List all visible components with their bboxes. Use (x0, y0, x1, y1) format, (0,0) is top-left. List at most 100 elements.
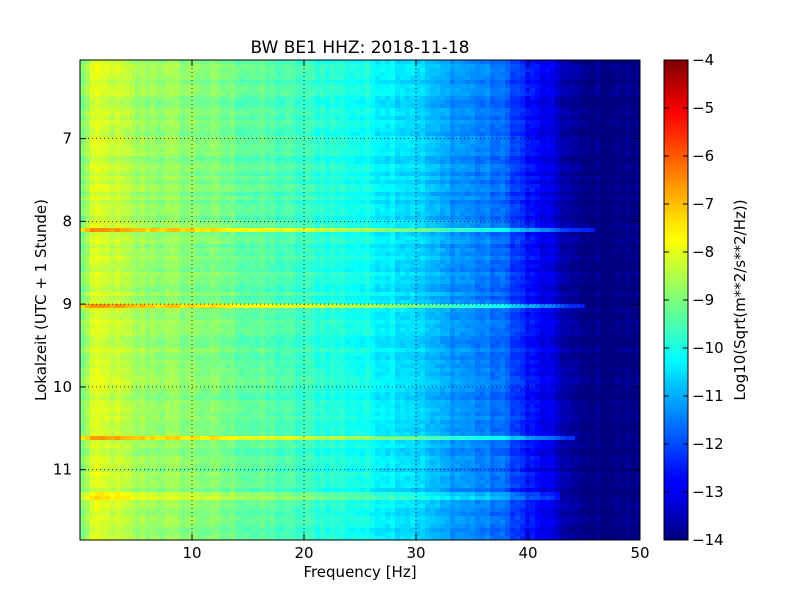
heatmap-cell (205, 200, 211, 205)
heatmap-cell (270, 60, 276, 65)
heatmap-cell (175, 204, 181, 209)
heatmap-cell (615, 104, 621, 109)
heatmap-cell (290, 200, 296, 205)
heatmap-cell (580, 216, 586, 221)
heatmap-cell (200, 216, 206, 221)
heatmap-cell (275, 144, 281, 149)
heatmap-cell (325, 168, 331, 173)
heatmap-cell (465, 212, 471, 217)
heatmap-cell (430, 216, 436, 221)
heatmap-cell (220, 208, 226, 213)
heatmap-cell (595, 228, 601, 233)
heatmap-cell (420, 80, 426, 85)
heatmap-cell (100, 96, 106, 101)
heatmap-cell (330, 212, 336, 217)
heatmap-cell (205, 88, 211, 93)
heatmap-cell (570, 124, 576, 129)
heatmap-cell (265, 224, 271, 229)
heatmap-cell (220, 72, 226, 77)
heatmap-cell (445, 88, 451, 93)
heatmap-cell (465, 144, 471, 149)
heatmap-cell (410, 188, 416, 193)
heatmap-cell (470, 124, 476, 129)
heatmap-cell (365, 144, 371, 149)
heatmap-cell (560, 160, 566, 165)
heatmap-cell (540, 140, 546, 145)
heatmap-cell (445, 176, 451, 181)
heatmap-cell (100, 80, 106, 85)
heatmap-cell (300, 220, 306, 225)
heatmap-cell (485, 204, 491, 209)
heatmap-cell (335, 152, 341, 157)
heatmap-cell (240, 228, 246, 233)
heatmap-cell (440, 96, 446, 101)
heatmap-cell (545, 68, 551, 73)
heatmap-cell (590, 64, 596, 69)
heatmap-cell (625, 196, 631, 201)
heatmap-cell (195, 132, 201, 137)
heatmap-cell (580, 164, 586, 169)
heatmap-cell (555, 120, 561, 125)
heatmap-cell (505, 208, 511, 213)
heatmap-cell (430, 104, 436, 109)
heatmap-cell (435, 196, 441, 201)
heatmap-cell (135, 188, 141, 193)
heatmap-cell (400, 204, 406, 209)
heatmap-cell (105, 196, 111, 201)
heatmap-cell (435, 140, 441, 145)
heatmap-cell (520, 80, 526, 85)
heatmap-cell (345, 180, 351, 185)
heatmap-cell (285, 196, 291, 201)
heatmap-cell (435, 120, 441, 125)
heatmap-cell (130, 192, 136, 197)
heatmap-cell (115, 196, 121, 201)
heatmap-cell (120, 124, 126, 129)
heatmap-cell (520, 92, 526, 97)
heatmap-cell (510, 68, 516, 73)
heatmap-cell (355, 136, 361, 141)
heatmap-cell (380, 168, 386, 173)
heatmap-cell (110, 100, 116, 105)
heatmap-cell (495, 80, 501, 85)
heatmap-cell (615, 120, 621, 125)
heatmap-cell (405, 92, 411, 97)
heatmap-cell (270, 188, 276, 193)
heatmap-cell (565, 156, 571, 161)
heatmap-cell (380, 144, 386, 149)
heatmap-cell (375, 60, 381, 65)
heatmap-cell (210, 204, 216, 209)
heatmap-cell (280, 132, 286, 137)
heatmap-cell (270, 132, 276, 137)
heatmap-cell (335, 132, 341, 137)
heatmap-cell (540, 148, 546, 153)
heatmap-cell (625, 224, 631, 229)
heatmap-cell (340, 80, 346, 85)
heatmap-cell (165, 212, 171, 217)
heatmap-cell (370, 224, 376, 229)
heatmap-cell (460, 124, 466, 129)
heatmap-cell (305, 192, 311, 197)
heatmap-cell (80, 108, 86, 113)
heatmap-cell (290, 88, 296, 93)
heatmap-cell (465, 116, 471, 121)
heatmap-cell (555, 220, 561, 225)
heatmap-cell (275, 236, 281, 241)
heatmap-cell (340, 60, 346, 65)
heatmap-cell (575, 172, 581, 177)
heatmap-cell (450, 216, 456, 221)
heatmap-cell (585, 156, 591, 161)
heatmap-cell (460, 160, 466, 165)
heatmap-cell (445, 96, 451, 101)
heatmap-cell (510, 204, 516, 209)
heatmap-cell (395, 200, 401, 205)
heatmap-cell (535, 116, 541, 121)
heatmap-cell (385, 184, 391, 189)
heatmap-cell (580, 156, 586, 161)
heatmap-cell (495, 152, 501, 157)
heatmap-cell (215, 128, 221, 133)
heatmap-cell (485, 212, 491, 217)
heatmap-cell (260, 104, 266, 109)
heatmap-cell (155, 200, 161, 205)
heatmap-cell (165, 236, 171, 241)
heatmap-cell (115, 108, 121, 113)
